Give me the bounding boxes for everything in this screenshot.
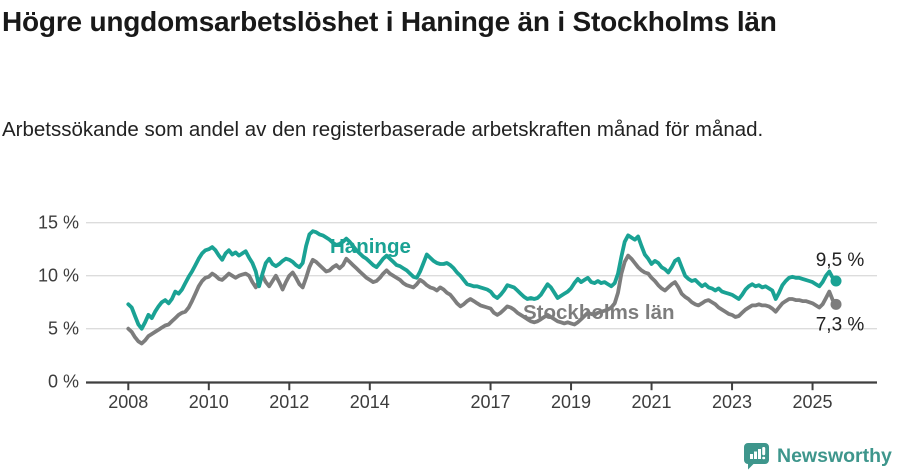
chart-subtitle: Arbetssökande som andel av den registerb… (2, 118, 764, 141)
x-tick-label: 2025 (793, 392, 833, 412)
series-end-value: 7,3 % (816, 314, 865, 335)
newsworthy-logo-icon (744, 443, 769, 470)
logo-exclamation-stem (762, 447, 766, 456)
series-label-stockholms-lan: Stockholms län (523, 301, 675, 324)
series-end-value: 9,5 % (816, 250, 865, 271)
series-label-haninge: Haninge (330, 235, 411, 258)
x-tick-label: 2012 (269, 392, 309, 412)
x-tick-label: 2014 (350, 392, 390, 412)
brand-name: Newsworthy (777, 444, 892, 467)
logo-bar-3 (758, 449, 761, 459)
series-line-stockholms-lan (126, 253, 838, 346)
page-title: Högre ungdomsarbetslöshet i Haninge än i… (2, 6, 777, 37)
x-tick-label: 2017 (471, 392, 511, 412)
x-tick-label: 2010 (189, 392, 229, 412)
x-tick-label: 2019 (551, 392, 591, 412)
y-tick-label: 10 % (38, 266, 79, 286)
logo-bar-2 (754, 451, 757, 459)
logo-bar-1 (750, 454, 753, 459)
series-line-haninge (126, 229, 838, 331)
series-end-dot (830, 275, 842, 287)
x-tick-label: 2008 (108, 392, 148, 412)
x-tick-label: 2021 (632, 392, 672, 412)
logo-exclamation-dot (762, 456, 766, 460)
series-end-dot (830, 298, 842, 310)
y-tick-label: 15 % (38, 213, 79, 233)
brand-footer: Newsworthy (744, 442, 892, 470)
x-tick-label: 2023 (712, 392, 752, 412)
y-tick-label: 5 % (48, 319, 79, 339)
y-tick-label: 0 % (48, 372, 79, 392)
